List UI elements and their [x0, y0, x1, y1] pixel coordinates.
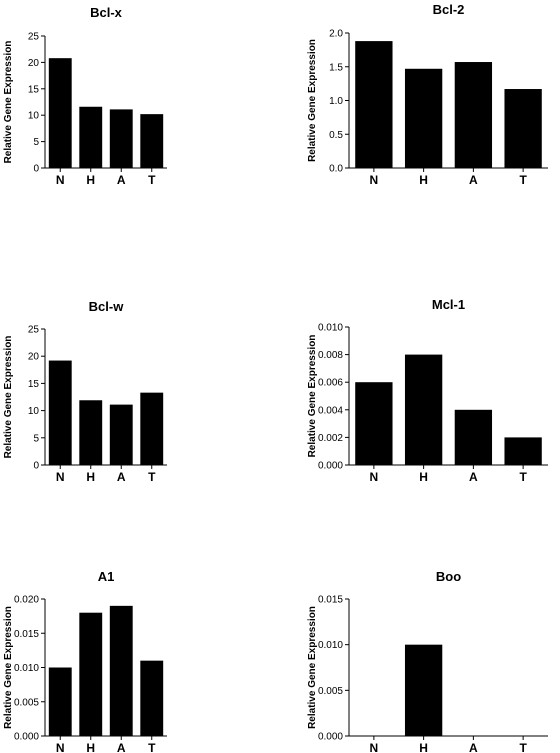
- y-tick-label: 0.010: [14, 663, 39, 674]
- y-tick-label: 0.005: [318, 686, 343, 697]
- y-tick-label: 1.5: [329, 62, 343, 73]
- y-tick-label: 15: [28, 379, 40, 390]
- x-tick-label: N: [370, 741, 379, 753]
- y-axis-label: Relative Gene Expression: [3, 41, 14, 164]
- x-tick-label: H: [86, 741, 95, 753]
- x-tick-label: T: [148, 470, 156, 484]
- y-axis-label: Relative Gene Expression: [307, 335, 318, 458]
- bar-t: [140, 114, 164, 168]
- chart-panel-bcl-w: Bcl-w Relative Gene Expression 0 5 10 15 20 25 N…: [3, 299, 167, 484]
- y-tick-label: 25: [28, 32, 40, 43]
- y-tick-label: 0.010: [318, 323, 343, 334]
- chart-panel-bcl-2: Bcl-2 Relative Gene Expression 0.0 0.5 1.0 1.…: [307, 2, 548, 187]
- bar-h: [79, 612, 103, 736]
- y-tick-label: 0.000: [318, 732, 343, 743]
- x-tick-label: N: [370, 470, 379, 484]
- y-tick-label: 0.0: [329, 164, 343, 175]
- y-tick-label: 10: [28, 111, 40, 122]
- y-tick-label: 10: [28, 406, 40, 417]
- x-tick-label: T: [519, 173, 527, 187]
- y-tick-label: 20: [28, 58, 40, 69]
- bar-a: [109, 605, 133, 736]
- y-tick-label: 0.5: [329, 130, 343, 141]
- bar-h: [404, 644, 443, 736]
- y-tick-label: 0.020: [14, 595, 39, 606]
- bar-t: [140, 660, 164, 736]
- chart-title: Bcl-2: [433, 2, 465, 17]
- x-tick-label: A: [469, 741, 478, 753]
- bar-a: [454, 62, 493, 168]
- bar-a: [109, 404, 133, 465]
- y-tick-label: 20: [28, 352, 40, 363]
- x-tick-label: T: [148, 741, 156, 753]
- x-tick-label: A: [469, 173, 478, 187]
- chart-title: Bcl-x: [90, 5, 123, 20]
- x-tick-label: T: [519, 741, 527, 753]
- x-tick-label: T: [148, 173, 156, 187]
- x-tick-label: H: [86, 173, 95, 187]
- bar-h: [79, 400, 103, 465]
- bar-n: [48, 58, 72, 169]
- x-tick-label: A: [469, 470, 478, 484]
- y-tick-label: 0.004: [318, 405, 343, 416]
- x-tick-label: T: [519, 470, 527, 484]
- bar-t: [140, 392, 164, 465]
- bar-h: [404, 354, 443, 465]
- bar-n: [355, 382, 393, 465]
- chart-title: Bcl-w: [89, 299, 125, 314]
- y-tick-label: 1.0: [329, 96, 343, 107]
- x-tick-label: H: [419, 470, 428, 484]
- y-tick-label: 0: [33, 164, 39, 175]
- bar-t: [504, 437, 542, 465]
- y-axis-label: Relative Gene Expression: [307, 39, 318, 162]
- y-axis-label: Relative Gene Expression: [3, 336, 14, 459]
- y-tick-label: 0.000: [14, 732, 39, 743]
- x-tick-label: A: [117, 741, 126, 753]
- bar-h: [404, 68, 443, 168]
- y-tick-label: 0: [33, 461, 39, 472]
- y-tick-label: 5: [33, 137, 39, 148]
- bar-n: [48, 360, 72, 465]
- y-tick-label: 0.006: [318, 378, 343, 389]
- bar-n: [355, 41, 393, 168]
- x-tick-label: N: [56, 470, 65, 484]
- y-tick-label: 15: [28, 84, 40, 95]
- y-tick-label: 5: [33, 433, 39, 444]
- bar-n: [48, 667, 72, 736]
- y-tick-label: 0.015: [14, 629, 39, 640]
- bar-h: [79, 106, 103, 168]
- y-axis-label: Relative Gene Expression: [307, 606, 318, 729]
- x-tick-label: N: [370, 173, 379, 187]
- y-axis-label: Relative Gene Expression: [3, 606, 14, 729]
- y-tick-label: 0.015: [318, 595, 343, 606]
- y-tick-label: 0.002: [318, 433, 343, 444]
- y-tick-label: 0.000: [318, 461, 343, 472]
- x-tick-label: A: [117, 470, 126, 484]
- y-tick-label: 2.0: [329, 29, 343, 40]
- bar-t: [504, 89, 542, 168]
- y-tick-label: 0.008: [318, 350, 343, 361]
- x-tick-label: H: [419, 741, 428, 753]
- y-tick-label: 25: [28, 325, 40, 336]
- chart-panel-bcl-x: Bcl-x Relative Gene Expression 0 5 10 15 20 25 N…: [3, 5, 167, 187]
- x-tick-label: N: [56, 741, 65, 753]
- bar-a: [109, 109, 133, 168]
- y-tick-label: 0.010: [318, 640, 343, 651]
- chart-title: A1: [98, 569, 115, 584]
- chart-title: Boo: [436, 569, 461, 584]
- x-tick-label: N: [56, 173, 65, 187]
- y-tick-label: 0.005: [14, 697, 39, 708]
- chart-title: Mcl-1: [432, 297, 465, 312]
- bar-a: [454, 409, 493, 465]
- x-tick-label: A: [117, 173, 126, 187]
- x-tick-label: H: [419, 173, 428, 187]
- x-tick-label: H: [86, 470, 95, 484]
